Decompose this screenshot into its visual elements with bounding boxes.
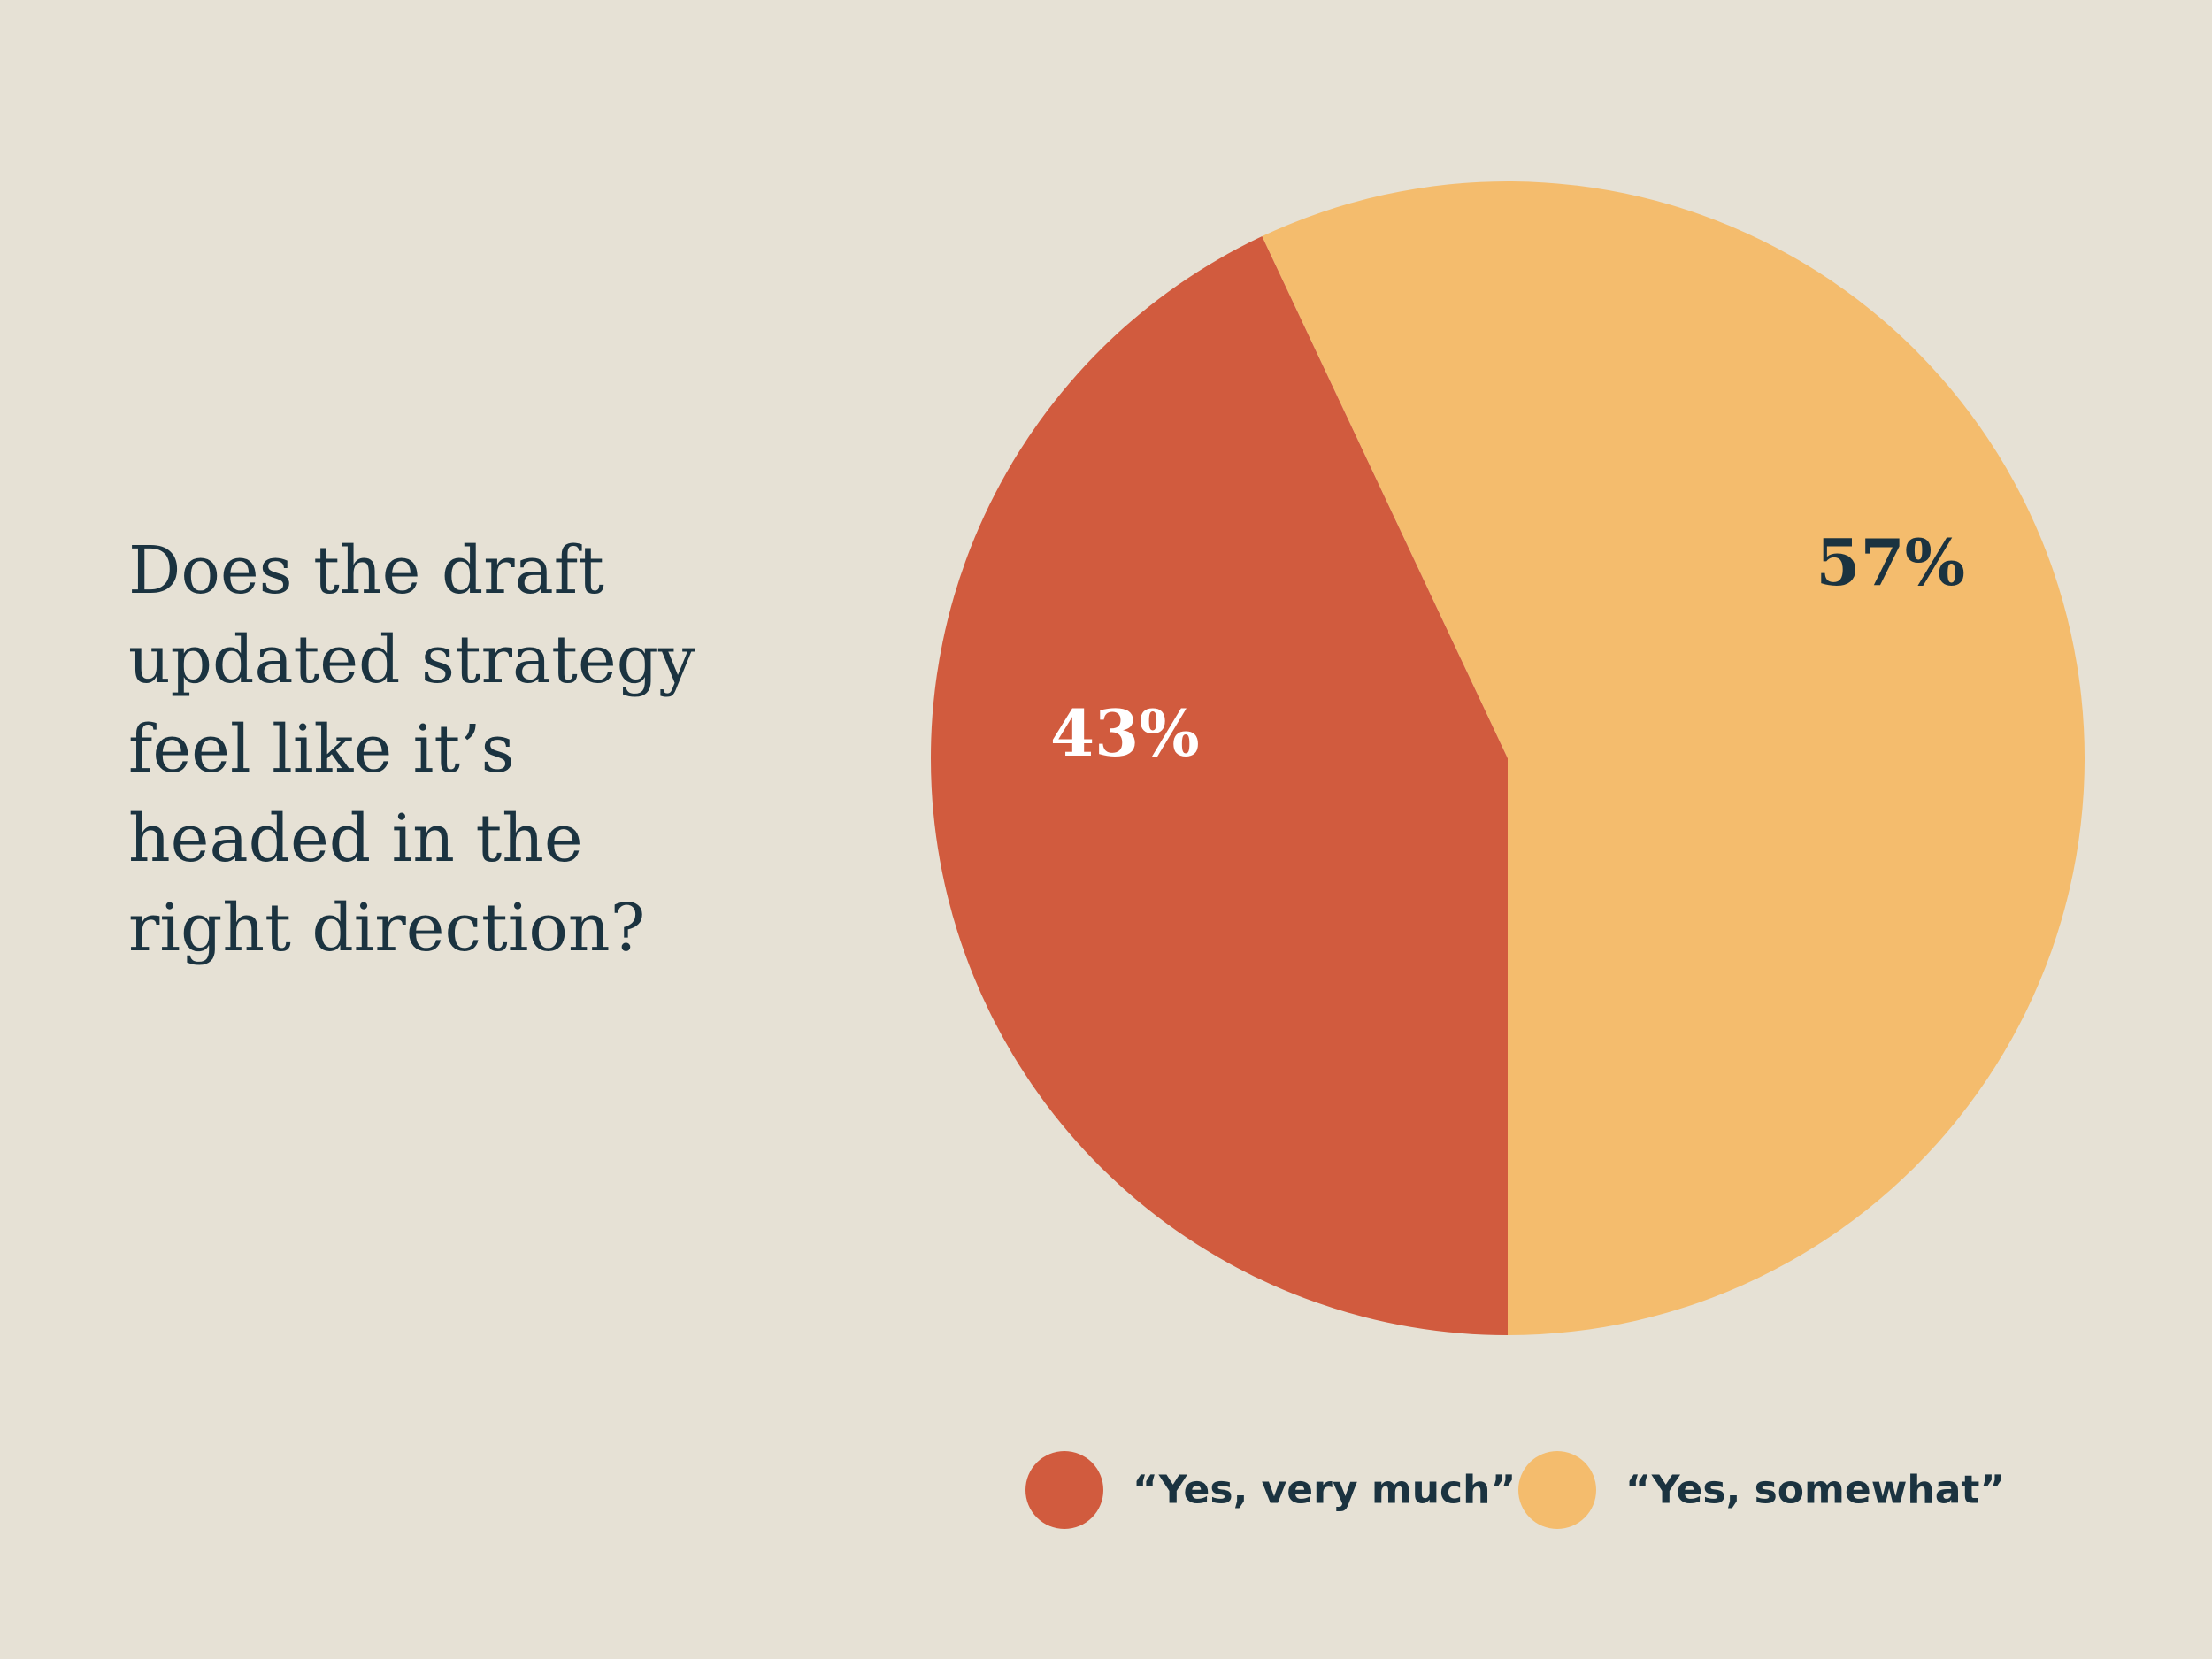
question-line: Does the draft <box>128 533 604 609</box>
legend-label: “Yes, somewhat” <box>1625 1468 2005 1513</box>
slice-value-label: 57% <box>1816 525 1965 600</box>
pie-slice <box>930 236 1508 1336</box>
question-line: headed in the <box>128 801 583 877</box>
question-line: updated strategy <box>128 622 695 698</box>
chart-question: Does the draft updated strategy feel lik… <box>128 526 801 973</box>
legend-swatch <box>1518 1451 1596 1529</box>
legend: “Yes, very much” “Yes, somewhat” <box>1025 1451 2005 1529</box>
slice-value-label: 43% <box>1050 695 1200 771</box>
pie-slices <box>930 181 2085 1336</box>
question-line: right direction? <box>128 890 646 966</box>
pie-value-labels: 43% 57% <box>1050 525 1965 771</box>
question-line: feel like it’s <box>128 711 515 787</box>
legend-label: “Yes, very much” <box>1133 1468 1516 1513</box>
pie-slice <box>1262 181 2085 1336</box>
legend-swatch <box>1025 1451 1103 1529</box>
